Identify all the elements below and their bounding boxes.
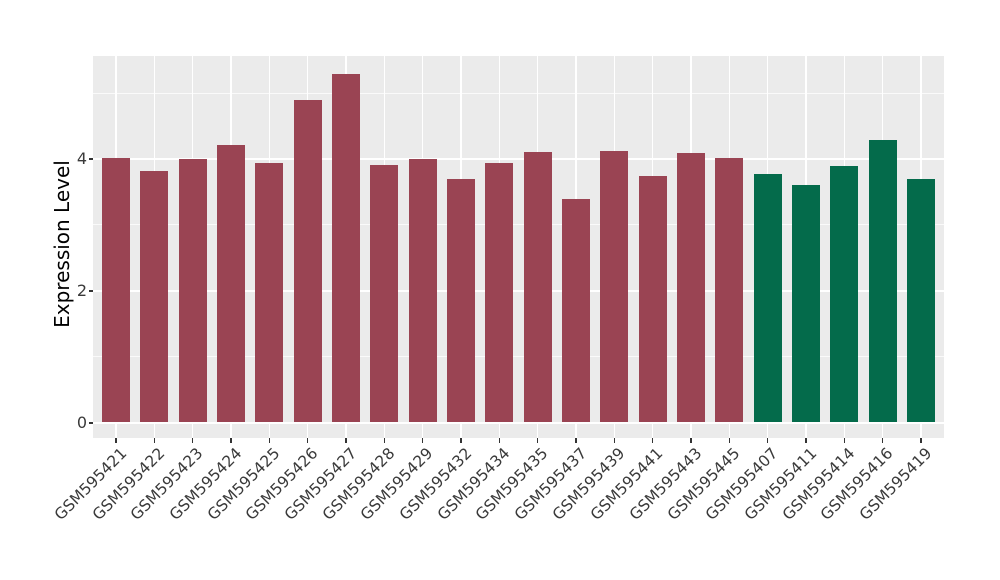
bar-GSM595421: [102, 157, 130, 423]
x-tick-mark: [881, 438, 884, 443]
bar-GSM595432: [447, 178, 475, 423]
x-tick-mark: [613, 438, 616, 443]
plot-panel: [93, 56, 944, 438]
x-tick-mark: [575, 438, 577, 443]
x-tick-mark: [153, 438, 156, 443]
bar-GSM595424: [217, 145, 245, 423]
minor-gridline: [93, 356, 944, 358]
bar-GSM595426: [293, 99, 322, 423]
x-tick-mark: [230, 438, 232, 443]
x-tick-mark: [843, 438, 846, 443]
major-gridline: [93, 290, 944, 292]
x-tick-mark: [805, 438, 807, 443]
minor-gridline: [93, 224, 944, 226]
x-tick-mark: [766, 438, 769, 443]
bar-GSM595435: [523, 151, 552, 423]
y-axis-title: Expression Level: [50, 160, 74, 328]
x-tick-mark: [690, 438, 692, 443]
bar-GSM595429: [408, 158, 437, 423]
bar-GSM595416: [868, 139, 897, 423]
bar-GSM595437: [562, 199, 590, 423]
x-tick-mark: [421, 438, 424, 443]
bar-GSM595425: [255, 162, 284, 423]
bar-GSM595407: [753, 174, 782, 423]
bar-GSM595419: [907, 178, 935, 423]
x-tick-mark: [536, 438, 539, 443]
zero-baseline: [93, 422, 944, 424]
x-tick-mark: [115, 438, 117, 443]
bar-GSM595443: [677, 152, 705, 423]
bar-GSM595411: [792, 185, 820, 423]
y-tick-label: 0: [76, 412, 87, 432]
y-tick-label: 2: [76, 280, 87, 300]
minor-gridline: [93, 92, 944, 94]
x-tick-mark: [651, 438, 654, 443]
x-tick-mark: [460, 438, 462, 443]
x-tick-mark: [268, 438, 271, 443]
y-tick-label: 4: [76, 148, 87, 168]
x-tick-mark: [191, 438, 194, 443]
bar-GSM595427: [332, 73, 360, 423]
bar-GSM595434: [485, 162, 514, 423]
x-tick-mark: [920, 438, 922, 443]
x-tick-mark: [306, 438, 309, 443]
bar-GSM595423: [178, 158, 207, 423]
x-tick-mark: [498, 438, 501, 443]
x-tick-mark: [728, 438, 731, 443]
x-tick-mark: [383, 438, 386, 443]
major-gridline: [93, 158, 944, 160]
bar-GSM595428: [370, 164, 399, 423]
y-tick-mark: [88, 158, 93, 160]
bar-GSM595441: [638, 176, 667, 423]
bar-GSM595445: [715, 158, 744, 423]
bar-GSM595414: [830, 166, 859, 423]
x-tick-mark: [345, 438, 347, 443]
bar-GSM595439: [600, 151, 629, 423]
bar-GSM595422: [140, 171, 169, 423]
y-tick-mark: [88, 422, 93, 424]
y-tick-mark: [88, 290, 93, 292]
